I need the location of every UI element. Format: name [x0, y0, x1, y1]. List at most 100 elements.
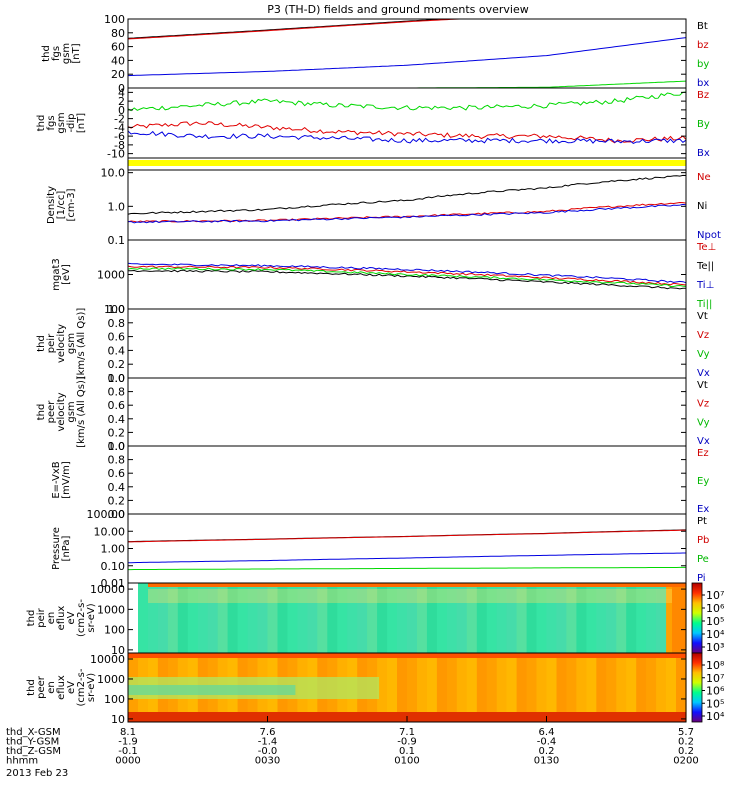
- legend-Ex: Ex: [697, 504, 709, 515]
- ylabel-line: [nPa]: [61, 535, 72, 561]
- spectrogram-column: [446, 583, 458, 653]
- ylabel-line: [nT]: [76, 113, 87, 133]
- ylabel-line: [cm-3]: [66, 188, 77, 221]
- colorbar-tick-label: 10⁴: [706, 710, 725, 723]
- spectrogram-column: [526, 653, 538, 722]
- ylabel-line: velocity: [56, 324, 67, 363]
- ytick-label: 0.8: [108, 386, 126, 399]
- spectrogram-column: [426, 583, 438, 653]
- legend-Vy: Vy: [697, 349, 710, 360]
- spectrogram-column: [476, 583, 488, 653]
- xtick-label: -0.0: [258, 746, 278, 757]
- panel-p4: 1000 100 mgat3 [eV] Te⊥ Te|| Ti⊥ Ti||: [51, 239, 716, 316]
- legend-Vt: Vt: [697, 311, 708, 322]
- ytick-label: 100: [104, 13, 125, 26]
- ytick-label: 0.0: [108, 440, 126, 453]
- series-Bx: [127, 130, 687, 144]
- ytick-label: 100.00: [87, 508, 126, 521]
- ytick-label: 1.0: [108, 372, 126, 385]
- spectrogram-column: [636, 583, 647, 653]
- panel-p3: 10.0 1.0 0.1 Density [1/cc] [cm-3] Ne Ni Npot: [46, 167, 721, 247]
- ylabel-line: gsm: [61, 43, 72, 64]
- legend-Vy: Vy: [697, 417, 710, 428]
- legend-Ti⊥: Ti⊥: [696, 280, 714, 291]
- panel-frame: [127, 377, 687, 447]
- spectrogram-column: [307, 583, 318, 653]
- spectrogram-column: [397, 583, 408, 653]
- ylabel-line: peir: [36, 607, 47, 627]
- ytick-label: 60: [111, 41, 125, 54]
- legend-Ne: Ne: [697, 172, 711, 183]
- ylabel-line: (cm2-s-: [76, 599, 87, 637]
- spectrogram-column: [486, 653, 498, 722]
- spectrogram-column: [536, 653, 548, 722]
- series-bz: [127, 18, 686, 40]
- ylabel-line: eV: [66, 681, 77, 694]
- spectrogram-column: [546, 653, 558, 722]
- xtick-label: 8.1: [120, 727, 136, 738]
- spectrogram-band: [128, 685, 296, 695]
- ylabel-line: peer: [36, 675, 47, 699]
- legend-Vt: Vt: [697, 380, 708, 391]
- panel-frame: [127, 239, 687, 310]
- spectrogram-column: [466, 653, 478, 722]
- spectrogram-column: [506, 583, 518, 653]
- spectrogram-column: [417, 583, 428, 653]
- ytick-label: 4: [118, 86, 125, 99]
- spectrogram-column: [367, 583, 378, 653]
- ytick-label: 10.0: [101, 167, 126, 180]
- row-label: hhmm: [6, 756, 38, 767]
- spectrogram-column: [177, 583, 189, 653]
- ylabel-line: thd: [36, 404, 47, 421]
- legend-Ey: Ey: [697, 476, 709, 487]
- panel-frame: [127, 308, 687, 379]
- series-Bz: [127, 121, 687, 144]
- xtick-label: -1.4: [258, 737, 278, 748]
- spectrogram-column: [257, 583, 269, 653]
- ytick-label: 0.2: [108, 426, 126, 439]
- legend-Ni: Ni: [697, 201, 707, 212]
- spectrogram-column: [456, 653, 468, 722]
- legend-Vx: Vx: [697, 436, 710, 447]
- ytick-label: 10.00: [94, 525, 126, 538]
- xtick-label: 0100: [394, 756, 419, 767]
- spectrogram-column: [247, 583, 259, 653]
- legend-by: by: [697, 59, 709, 70]
- spectrogram-band: [128, 653, 686, 658]
- legend-bz: bz: [697, 40, 709, 51]
- spectrogram-column: [566, 583, 577, 653]
- ylabel-line: [km/s (All Qs)]: [76, 308, 87, 380]
- spectrogram-column: [387, 583, 398, 653]
- spectrogram-column: [636, 653, 647, 722]
- ylabel-line: gsm: [56, 112, 67, 133]
- spectrogram-column: [546, 583, 558, 653]
- ytick-label: 10000: [90, 583, 125, 596]
- spectrogram-column: [466, 583, 478, 653]
- spectrogram-column: [626, 583, 637, 653]
- legend-Pe: Pe: [697, 554, 709, 565]
- spectrogram-column: [646, 583, 657, 653]
- ytick-label: 0.0: [108, 508, 126, 521]
- ylabel-line: fgs: [46, 115, 57, 130]
- ylabel-line: Pressure: [51, 527, 62, 570]
- ytick-label: 0.4: [108, 481, 126, 494]
- legend-Bt: Bt: [697, 21, 708, 32]
- spectrogram-column: [297, 583, 308, 653]
- ylabel-line: sr-eV): [86, 673, 97, 702]
- series-Npot: [128, 203, 687, 224]
- series-bx: [128, 80, 687, 89]
- legend-Vx: Vx: [697, 368, 710, 379]
- xtick-label: 0.2: [539, 746, 555, 757]
- legend-Npot: Npot: [697, 230, 721, 241]
- spectrogram: [128, 583, 687, 653]
- xtick-label: 0.1: [399, 746, 415, 757]
- colorbar: [691, 582, 703, 654]
- spectrogram-column: [606, 653, 617, 722]
- series-Te||: [128, 269, 687, 290]
- ylabel-line: Density: [46, 186, 57, 224]
- series-Ne: [127, 201, 687, 223]
- spectrogram-column: [596, 583, 607, 653]
- legend-Ti||: Ti||: [696, 299, 712, 310]
